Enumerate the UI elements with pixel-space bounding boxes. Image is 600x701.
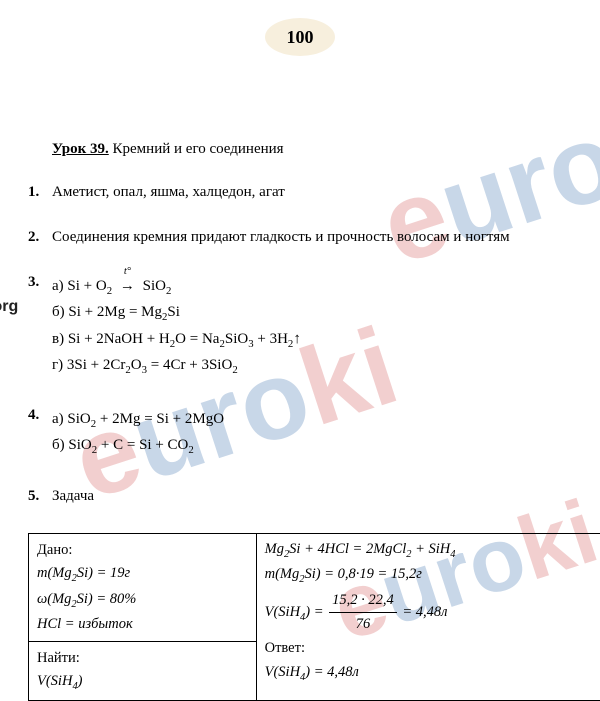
item-body: Задача <box>52 488 600 505</box>
given-cell: Дано: m(Mg2Si) = 19гω(Mg2Si) = 80%HCl = … <box>29 533 257 641</box>
lesson-label: Урок 39. <box>52 141 109 157</box>
item-number: 4. <box>28 407 52 460</box>
page-number: 100 <box>287 27 314 48</box>
equation-line: m(Mg2Si) = 19г <box>37 562 248 588</box>
page-number-badge: 100 <box>265 18 335 56</box>
item-number: 5. <box>28 488 52 505</box>
equation-line: HCl = избыток <box>37 613 248 636</box>
item-number: 1. <box>28 184 52 201</box>
list-item: 1.Аметист, опал, яшма, халцедон, агат <box>28 184 600 201</box>
lesson-name: Кремний и его соединения <box>113 141 284 157</box>
equation-line: V(SiH4) = 15,2 · 22,476 = 4,48л <box>265 589 600 636</box>
given-label: Дано: <box>37 538 248 563</box>
item-body: Аметист, опал, яшма, халцедон, агат <box>52 184 600 201</box>
problem-table: Дано: m(Mg2Si) = 19гω(Mg2Si) = 80%HCl = … <box>28 533 600 701</box>
item-number: 3. <box>28 274 52 379</box>
equation-line: V(SiH4) = 4,48л <box>265 661 600 687</box>
equation-line: б) SiO2 + C = Si + CO2 <box>52 433 600 459</box>
equation-line: a) SiO2 + 2Mg = Si + 2MgO <box>52 407 600 433</box>
equation-line: a) Si + O2 → SiO2 <box>52 274 600 300</box>
find-label: Найти: <box>37 646 248 671</box>
equation-line: б) Si + 2Mg = Mg2Si <box>52 300 600 326</box>
list-item: 2.Соединения кремния придают гладкость и… <box>28 229 600 246</box>
equation-line: в) Si + 2NaOH + H2O = Na2SiO3 + 3H2 <box>52 327 600 353</box>
item-body: Соединения кремния придают гладкость и п… <box>52 229 600 246</box>
page-content: Урок 39. Кремний и его соединения 1.Амет… <box>28 141 600 701</box>
lesson-title: Урок 39. Кремний и его соединения <box>28 141 600 158</box>
solution-cell: Mg2Si + 4HCl = 2MgCl2 + SiH4m(Mg2Si) = 0… <box>256 533 600 700</box>
item-number: 2. <box>28 229 52 246</box>
equation-line: m(Mg2Si) = 0,8·19 = 15,2г <box>265 563 600 589</box>
find-cell: Найти: V(SiH4) <box>29 641 257 700</box>
item-body: a) Si + O2 → SiO2б) Si + 2Mg = Mg2Siв) S… <box>52 274 600 379</box>
list-item: 3.a) Si + O2 → SiO2б) Si + 2Mg = Mg2Siв)… <box>28 274 600 379</box>
equation-line: ω(Mg2Si) = 80% <box>37 588 248 614</box>
equation-line: V(SiH4) <box>37 670 248 696</box>
answer-label: Ответ: <box>265 636 600 661</box>
equation-line: Mg2Si + 4HCl = 2MgCl2 + SiH4 <box>265 538 600 564</box>
item-body: a) SiO2 + 2Mg = Si + 2MgOб) SiO2 + C = S… <box>52 407 600 460</box>
list-item: 4.a) SiO2 + 2Mg = Si + 2MgOб) SiO2 + C =… <box>28 407 600 460</box>
list-item: 5.Задача <box>28 488 600 505</box>
table-row: Дано: m(Mg2Si) = 19гω(Mg2Si) = 80%HCl = … <box>29 533 600 641</box>
equation-line: г) 3Si + 2Cr2O3 = 4Cr + 3SiO2 <box>52 353 600 379</box>
